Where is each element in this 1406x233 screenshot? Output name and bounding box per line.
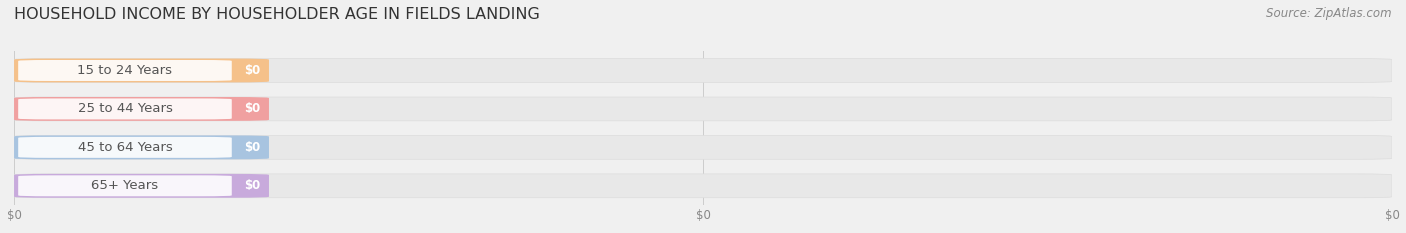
FancyBboxPatch shape (18, 175, 232, 196)
FancyBboxPatch shape (14, 97, 1392, 121)
FancyBboxPatch shape (14, 58, 1392, 82)
Text: $0: $0 (245, 103, 260, 115)
Text: 25 to 44 Years: 25 to 44 Years (77, 103, 173, 115)
Text: 15 to 24 Years: 15 to 24 Years (77, 64, 173, 77)
FancyBboxPatch shape (18, 98, 232, 120)
FancyBboxPatch shape (14, 174, 269, 198)
FancyBboxPatch shape (14, 174, 1392, 198)
Text: $0: $0 (245, 141, 260, 154)
Text: $0: $0 (245, 179, 260, 192)
Text: HOUSEHOLD INCOME BY HOUSEHOLDER AGE IN FIELDS LANDING: HOUSEHOLD INCOME BY HOUSEHOLDER AGE IN F… (14, 7, 540, 22)
FancyBboxPatch shape (14, 97, 269, 121)
Text: 45 to 64 Years: 45 to 64 Years (77, 141, 173, 154)
FancyBboxPatch shape (18, 60, 232, 81)
FancyBboxPatch shape (14, 135, 1392, 159)
Text: $0: $0 (245, 64, 260, 77)
FancyBboxPatch shape (14, 58, 269, 82)
Text: Source: ZipAtlas.com: Source: ZipAtlas.com (1267, 7, 1392, 20)
FancyBboxPatch shape (14, 135, 269, 159)
Text: 65+ Years: 65+ Years (91, 179, 159, 192)
FancyBboxPatch shape (18, 137, 232, 158)
